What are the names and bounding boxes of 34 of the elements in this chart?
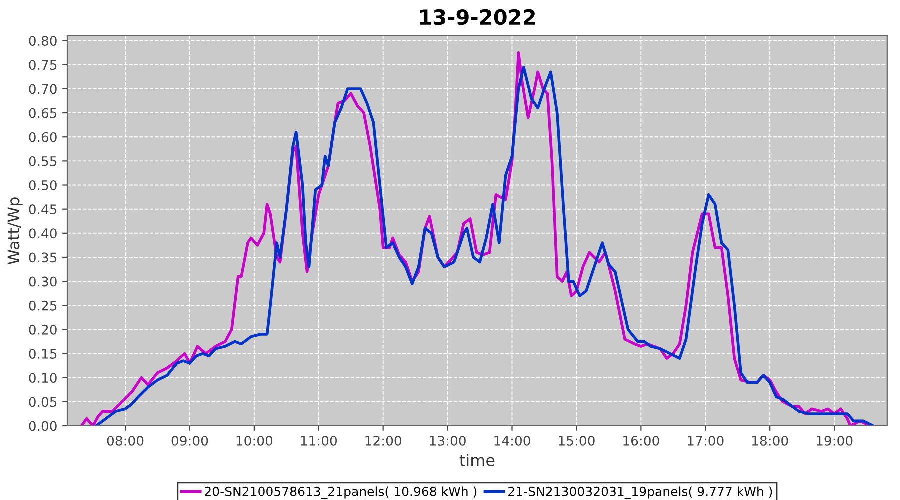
y-tick-label: 0.15 bbox=[29, 349, 57, 359]
y-tick-label: 0.35 bbox=[29, 252, 57, 263]
y-tick-label: 0.65 bbox=[29, 108, 57, 118]
y-tick-label: 0.25 bbox=[29, 300, 57, 311]
x-tick-label: 18:00 bbox=[752, 436, 788, 446]
y-tick-label: 0.05 bbox=[29, 397, 57, 408]
legend-label: 21-SN2130032031_19panels( 9.777 kWh ) bbox=[508, 486, 772, 500]
y-tick-label: 0.30 bbox=[29, 276, 57, 287]
x-tick-label: 09:00 bbox=[172, 436, 208, 446]
y-axis-title: Watt/Wp bbox=[8, 198, 23, 265]
y-tick-label: 0.75 bbox=[29, 60, 57, 70]
x-tick-label: 14:00 bbox=[494, 436, 530, 446]
y-tick-label: 0.70 bbox=[29, 84, 57, 94]
y-tick-label: 0.20 bbox=[29, 324, 57, 335]
y-tick-label: 0.10 bbox=[29, 373, 57, 384]
chart-title: 13-9-2022 bbox=[420, 9, 536, 26]
x-axis-title: time bbox=[460, 454, 495, 466]
x-tick-label: 16:00 bbox=[624, 436, 660, 446]
y-tick-label: 0.80 bbox=[29, 36, 57, 46]
legend-label: 20-SN2100578613_21panels( 10.968 kWh ) bbox=[205, 486, 477, 500]
y-tick-label: 0.00 bbox=[29, 421, 57, 432]
x-tick-label: 15:00 bbox=[559, 436, 595, 446]
x-tick-label: 10:00 bbox=[236, 436, 273, 446]
y-tick-label: 0.55 bbox=[29, 156, 57, 166]
x-tick-label: 17:00 bbox=[688, 436, 724, 446]
x-tick-label: 08:00 bbox=[107, 436, 144, 446]
y-tick-label: 0.50 bbox=[29, 180, 57, 190]
y-tick-label: 0.40 bbox=[29, 228, 57, 239]
y-tick-label: 0.60 bbox=[29, 132, 57, 142]
x-tick-label: 11:00 bbox=[301, 436, 338, 446]
x-tick-label: 13:00 bbox=[430, 436, 466, 446]
y-tick-label: 0.45 bbox=[29, 204, 57, 215]
x-tick-label: 19:00 bbox=[816, 436, 853, 446]
x-tick-label: 12:00 bbox=[366, 436, 402, 446]
